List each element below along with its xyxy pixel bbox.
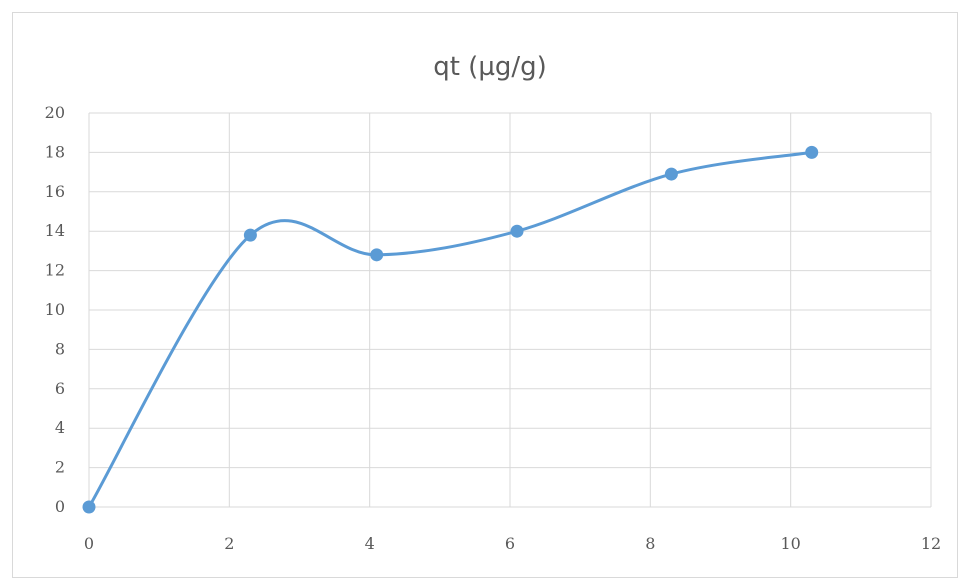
x-tick-label: 4	[365, 534, 375, 553]
tick-labels: 0 2 4 6 8 10 12 14 16 18 20 0 2 4 6 8 10 12	[45, 103, 942, 553]
y-tick-label: 14	[45, 221, 65, 240]
x-tick-label: 12	[921, 534, 941, 553]
data-points	[82, 145, 819, 514]
x-tick-label: 6	[505, 534, 515, 553]
y-tick-label: 18	[45, 142, 65, 161]
y-tick-label: 4	[55, 418, 65, 437]
data-point	[805, 145, 819, 159]
grid-lines	[88, 112, 932, 508]
x-tick-label: 0	[84, 534, 94, 553]
data-point	[664, 167, 678, 181]
chart-title: qt (µg/g)	[433, 52, 547, 82]
data-point	[243, 228, 257, 242]
data-point	[510, 224, 524, 238]
y-tick-label: 16	[45, 182, 65, 201]
data-point	[82, 500, 96, 514]
y-tick-label: 12	[45, 261, 65, 280]
y-tick-label: 0	[55, 497, 65, 516]
series-line	[87, 150, 814, 509]
y-tick-label: 10	[45, 300, 65, 319]
x-tick-label: 2	[224, 534, 234, 553]
chart-frame	[12, 12, 958, 578]
y-tick-label: 2	[55, 458, 65, 477]
x-tick-label: 10	[780, 534, 800, 553]
y-tick-label: 6	[55, 379, 65, 398]
y-tick-label: 8	[55, 339, 65, 358]
y-tick-label: 20	[45, 103, 65, 122]
x-tick-label: 8	[645, 534, 655, 553]
data-point	[370, 248, 384, 262]
